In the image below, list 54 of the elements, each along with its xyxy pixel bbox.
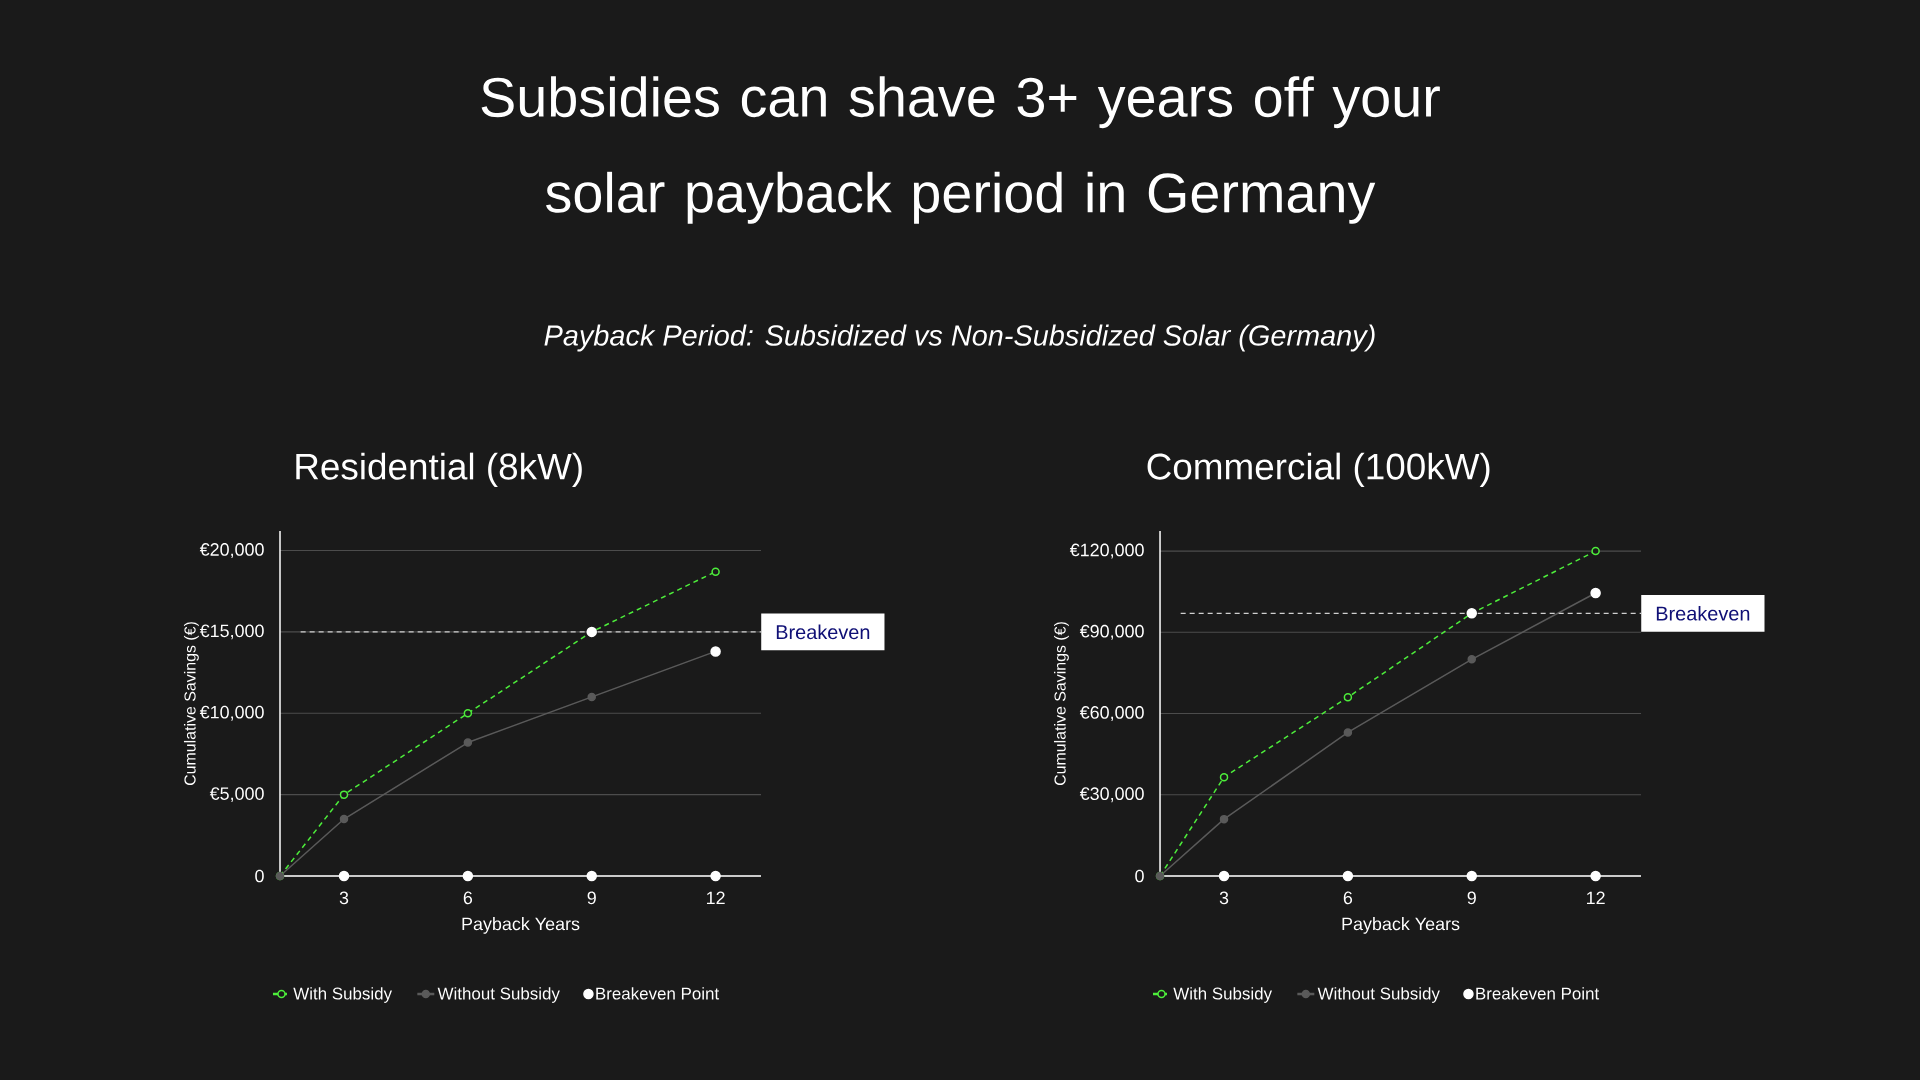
legend-label: Breakeven Point (596, 987, 720, 1000)
point (1218, 870, 1230, 882)
y-tick-label: 0 (255, 869, 264, 883)
legend-label: Breakeven Point (1476, 987, 1600, 1000)
chart-title: Residential (8kW) (296, 452, 582, 487)
point (1466, 870, 1477, 882)
text: Payback Period: Subsidized vs Non-Subsidized Solar (Germany) (544, 324, 1375, 352)
point (1467, 655, 1476, 664)
legend-label: With Subsidy (1173, 987, 1273, 1003)
chart-title: Commercial (100kW) (1147, 452, 1490, 487)
point (1343, 728, 1353, 737)
y-tick-label: €20,000 (199, 543, 264, 558)
legend-label: Without Subsidy (1317, 987, 1440, 1003)
point (1342, 870, 1354, 882)
y-axis-title: Cumulative Savings (€) (183, 622, 199, 786)
point (1343, 693, 1353, 702)
point (339, 814, 349, 824)
y-tick-label: €15,000 (199, 624, 264, 640)
point (463, 738, 473, 747)
x-tick-label: 6 (1343, 891, 1353, 905)
x-tick-label: 3 (1219, 891, 1229, 905)
point (1591, 546, 1600, 556)
point (339, 790, 349, 799)
y-tick-label: €5,000 (209, 787, 264, 803)
y-tick-label: €120,000 (1069, 543, 1144, 559)
point (463, 709, 473, 718)
x-tick-label: 9 (1467, 891, 1476, 905)
x-tick-label: 6 (463, 891, 473, 905)
y-tick-label: €90,000 (1079, 624, 1144, 640)
point (586, 870, 597, 882)
point (587, 692, 596, 702)
ref-line-label: Breakeven (776, 624, 870, 640)
point (710, 870, 721, 882)
y-tick-label: €30,000 (1079, 787, 1144, 803)
legend-label: With Subsidy (293, 987, 392, 1003)
x-axis-title: Payback Years (462, 917, 580, 934)
x-axis-title: Payback Years (1342, 917, 1460, 934)
y-axis-title: Cumulative Savings (€) (1054, 622, 1069, 786)
point (1590, 870, 1601, 882)
x-tick-label: 3 (339, 891, 349, 905)
x-tick-label: 12 (1587, 891, 1605, 905)
x-tick-label: 12 (706, 891, 725, 905)
y-tick-label: €60,000 (1079, 706, 1144, 721)
x-tick-label: 9 (587, 891, 596, 905)
point (462, 870, 474, 882)
y-tick-label: €10,000 (199, 705, 264, 721)
y-tick-label: 0 (1135, 869, 1144, 883)
point (1219, 772, 1229, 782)
ref-line-label: Breakeven (1656, 606, 1750, 621)
legend-label: Without Subsidy (437, 987, 560, 1003)
point (338, 870, 350, 882)
point (711, 567, 720, 576)
point (1219, 814, 1229, 824)
text: Subsidies can shave 3+ years off your solar payback period in Germany (481, 76, 1440, 224)
